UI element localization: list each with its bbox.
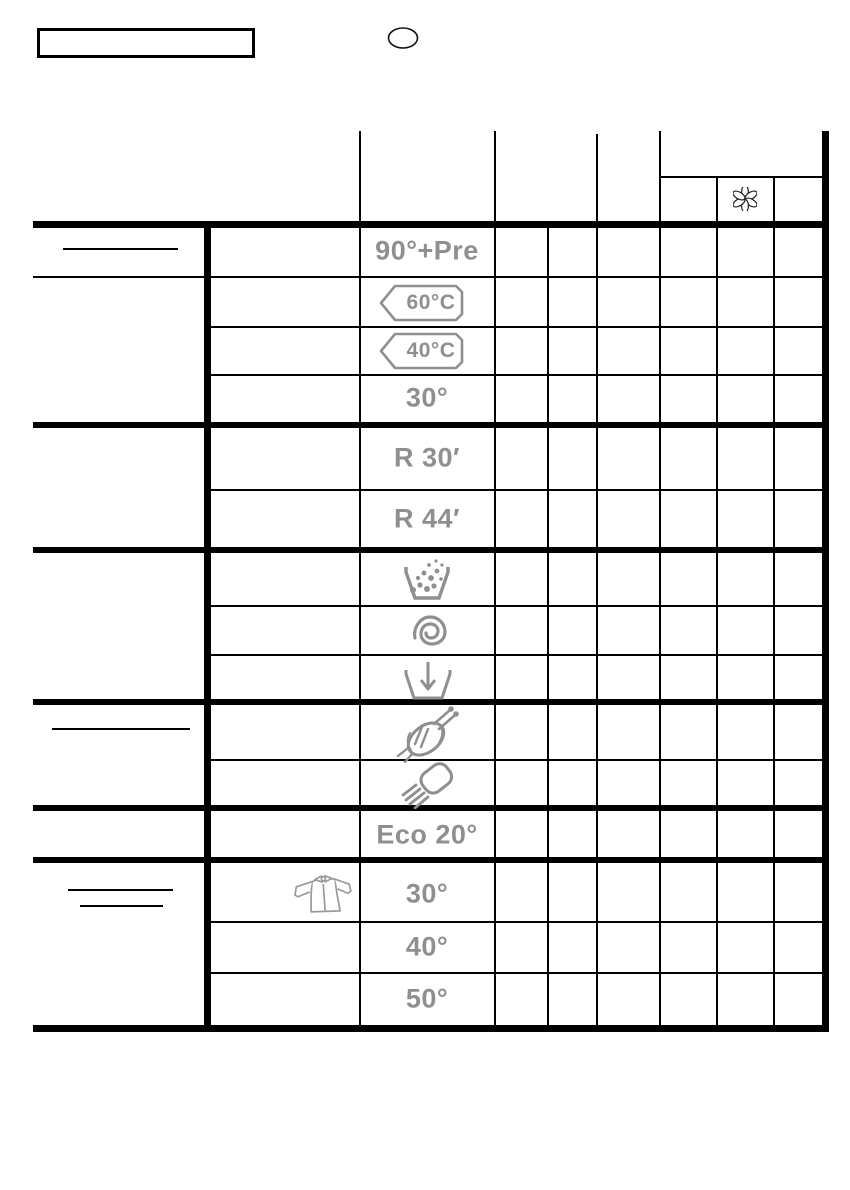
section-border [33,699,829,705]
grid-line [716,177,718,1025]
shirt-icon [294,874,352,913]
programme-temp: R 44′ [393,503,461,534]
grid-line [205,374,823,376]
drain-icon [404,662,452,700]
section-border [33,422,829,428]
table-right-border [822,131,829,1032]
grid-line [659,131,661,1025]
programme-temp: 30° [405,878,449,909]
grid-line [205,489,823,491]
temp-tag-40 [379,332,464,370]
spin-icon [413,615,447,646]
section-border [33,221,829,228]
blank-label-line [63,248,178,250]
programme-temp: 60°C [406,291,456,314]
section-border [33,857,829,863]
grid-line [359,131,361,1025]
programme-temp: 50° [405,983,449,1014]
grid-line [494,131,496,1025]
title-box [37,28,255,58]
blank-label-line [80,905,163,907]
grid-line [205,972,823,974]
grid-line [205,654,823,656]
programme-temp: Eco 20° [376,819,478,850]
column-divider [204,222,211,1032]
programme-temp: 40° [405,931,449,962]
blank-label-line [68,889,173,891]
grid-line [205,921,823,923]
oval-mark [387,27,419,49]
rinse-icon [404,559,450,600]
programme-temp: R 30′ [393,442,461,473]
grid-line [547,222,549,1025]
grid-line [596,134,598,1025]
section-border [33,1025,829,1032]
grid-line [773,177,775,1025]
programme-temp: 30° [405,382,449,413]
handwash-icon [401,762,454,809]
flower-icon [733,187,757,211]
grid-line [33,276,823,278]
programme-temp: 90°+Pre [375,235,479,266]
programme-temp: 40°C [406,339,456,362]
grid-line [205,605,823,607]
wool-icon [396,706,459,763]
grid-line [205,326,823,328]
section-border [33,547,829,553]
temp-tag-60 [379,284,464,322]
grid-line [660,176,823,178]
blank-label-line [52,728,190,730]
grid-line [205,759,823,761]
section-border [33,805,829,811]
